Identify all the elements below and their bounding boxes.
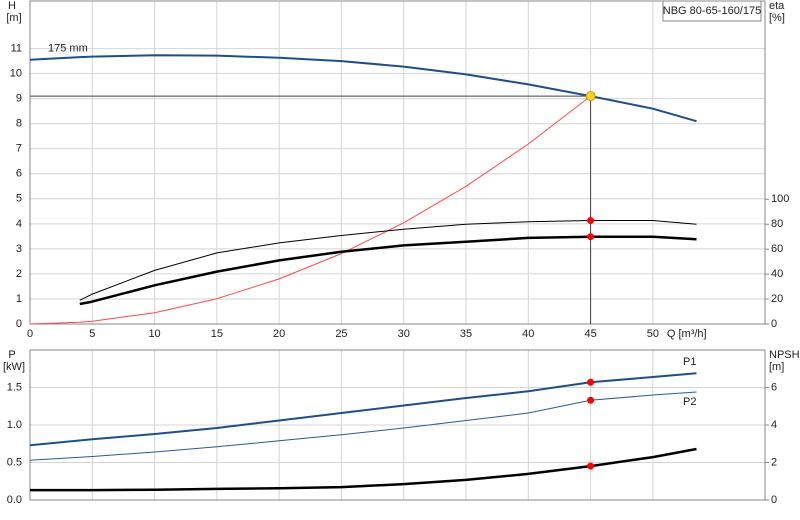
y2-tick-label: 4 xyxy=(771,419,777,431)
x-tick-label: 15 xyxy=(211,328,223,340)
x-tick-label: 45 xyxy=(584,328,596,340)
duty-point xyxy=(587,233,595,241)
curve xyxy=(79,235,697,306)
duty-point xyxy=(585,91,596,102)
duty-point xyxy=(587,216,595,224)
y-tick-label: 11 xyxy=(11,42,22,54)
y-tick-label: 1.5 xyxy=(7,381,22,393)
y-axis-label: H xyxy=(8,0,16,12)
x-tick-label: 20 xyxy=(273,328,285,340)
x-axis-label: Q [m³/h] xyxy=(667,328,707,340)
y-tick-label: 4 xyxy=(16,218,22,230)
y-tick-label: 10 xyxy=(10,68,22,80)
y-axis-unit: [kW] xyxy=(3,361,25,373)
x-tick-label: 40 xyxy=(522,328,534,340)
plot-frame xyxy=(29,349,766,501)
y2-tick-label: 20 xyxy=(771,293,783,305)
title-box xyxy=(662,0,762,22)
x-tick-label: 0 xyxy=(27,328,33,340)
y-axis-unit: [m] xyxy=(6,12,21,24)
y2-tick-label: 80 xyxy=(771,218,783,230)
y-tick-label: 0 xyxy=(16,318,22,330)
curve-label: 175 mm xyxy=(48,43,88,55)
y-tick-label: 9 xyxy=(16,93,22,105)
y2-tick-label: 60 xyxy=(771,243,783,255)
y2-tick-label: 2 xyxy=(771,456,777,468)
y-tick-label: 0.5 xyxy=(7,456,22,468)
x-tick-label: 35 xyxy=(460,328,472,340)
y2-tick-label: 0 xyxy=(771,318,777,330)
y-tick-label: 3 xyxy=(16,243,22,255)
x-tick-label: 50 xyxy=(647,328,659,340)
x-tick-label: 30 xyxy=(398,328,410,340)
curve xyxy=(29,391,697,461)
y2-axis-unit: [m] xyxy=(769,361,784,373)
x-tick-label: 5 xyxy=(89,328,95,340)
duty-point xyxy=(587,378,595,386)
curve xyxy=(30,447,697,492)
y-tick-label: 2 xyxy=(16,268,22,280)
y-tick-label: 7 xyxy=(16,143,22,155)
y-tick-label: 5 xyxy=(16,193,22,205)
plot-frame xyxy=(29,0,766,325)
x-tick-label: 10 xyxy=(148,328,160,340)
y2-tick-label: 40 xyxy=(771,268,783,280)
y2-axis-label: NPSH xyxy=(769,349,800,361)
curve-label: P2 xyxy=(683,396,696,408)
y-tick-label: 1.0 xyxy=(7,419,22,431)
duty-point xyxy=(587,462,595,470)
y-tick-label: 6 xyxy=(16,168,22,180)
y2-axis-unit: [%] xyxy=(769,12,785,24)
chart-title: NBG 80-65-160/175 xyxy=(663,5,761,17)
y-tick-label: 1 xyxy=(16,293,22,305)
curve xyxy=(79,220,697,301)
y-axis-label: P xyxy=(8,349,15,361)
y2-tick-label: 0 xyxy=(771,494,777,506)
curve-label: P1 xyxy=(683,356,696,368)
curve xyxy=(29,54,697,123)
y2-tick-label: 100 xyxy=(771,193,789,205)
duty-point xyxy=(587,396,595,404)
y2-tick-label: 6 xyxy=(771,381,777,393)
y2-axis-label: eta xyxy=(769,0,785,12)
x-tick-label: 25 xyxy=(335,328,347,340)
y-tick-label: 0.0 xyxy=(7,494,22,506)
y-tick-label: 8 xyxy=(16,118,22,130)
curve xyxy=(29,95,591,325)
curve xyxy=(29,372,697,447)
